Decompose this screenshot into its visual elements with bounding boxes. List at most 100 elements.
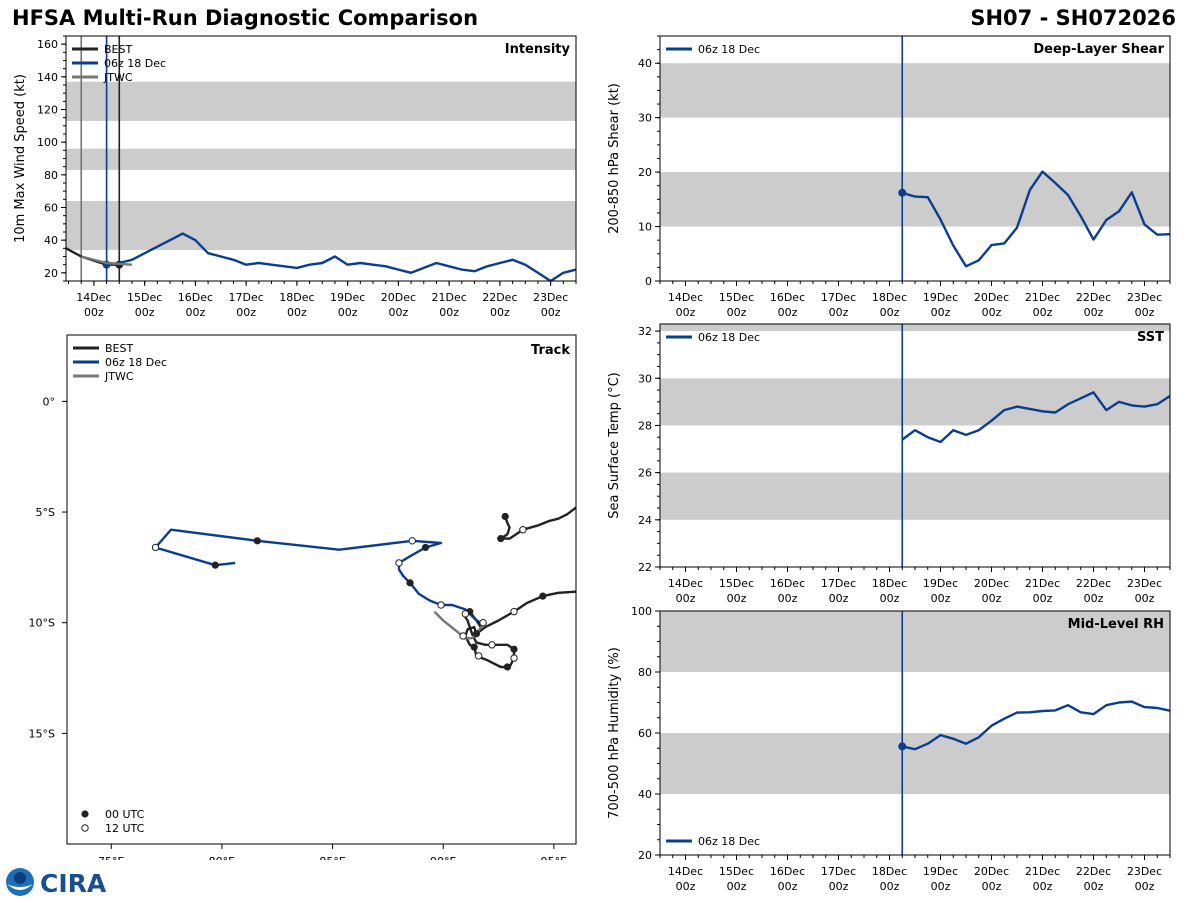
track-point-12utc [519, 526, 527, 534]
rh-ytick-label: 60 [638, 727, 652, 740]
sst-frame [659, 323, 1171, 568]
sst-ytick-label: 24 [638, 514, 652, 527]
track-point-00utc [510, 645, 518, 653]
rh-xtick-label: 19Dec [923, 865, 958, 878]
sst-ytick-label: 22 [638, 561, 652, 574]
intensity-xtick-label: 19Dec [330, 291, 365, 304]
sst-xtick-label: 00z [982, 592, 1002, 605]
shear-xtick-label: 22Dec [1076, 291, 1111, 304]
shear-ytick-label: 0 [645, 275, 652, 288]
sst-xtick-label: 00z [778, 592, 798, 605]
intensity-xtick-label: 00z [388, 306, 408, 319]
rh-xtick-label: 00z [676, 880, 696, 893]
rh-series-0 [902, 700, 1170, 751]
sst-band-0 [660, 472, 1170, 520]
shear-xtick-label: 16Dec [770, 291, 805, 304]
shear-xtick-label: 00z [829, 306, 849, 319]
track-point-12utc [510, 654, 518, 662]
rh-xtick-label: 23Dec [1127, 865, 1162, 878]
intensity-xtick-label: 14Dec [76, 291, 111, 304]
intensity-ytick-label: 140 [37, 71, 58, 84]
rh-series-0-marker [898, 742, 907, 751]
shear-xtick-label: 21Dec [1025, 291, 1060, 304]
track-marker-legend-label: 12 UTC [105, 822, 145, 835]
track-point-00utc [470, 643, 478, 651]
track-line-1 [499, 506, 576, 540]
sst-legend-label: 06z 18 Dec [698, 331, 760, 344]
shear-xtick-label: 23Dec [1127, 291, 1162, 304]
intensity-band-0 [66, 200, 576, 250]
sst-xtick-label: 22Dec [1076, 577, 1111, 590]
sst-xtick-label: 00z [829, 592, 849, 605]
intensity-xtick-label: 17Dec [229, 291, 264, 304]
shear-chart: 0 10 20 30 40 14Dec 00z 15Dec 00z 16Dec 00z 17Dec 00… [607, 35, 1171, 319]
sst-ytick-label: 32 [638, 325, 652, 338]
shear-xtick-label: 14Dec [668, 291, 703, 304]
shear-xtick-label: 00z [676, 306, 696, 319]
shear-ytick-label: 40 [638, 57, 652, 70]
sst-xtick-label: 23Dec [1127, 577, 1162, 590]
intensity-chart: 20 40 60 80 100 120 140 160 14Dec 00z 15Dec 00z 16De… [13, 35, 577, 319]
intensity-xtick-label: 00z [186, 306, 206, 319]
track-point-00utc [539, 592, 547, 600]
rh-ytick-label: 40 [638, 788, 652, 801]
sst-xtick-label: 20Dec [974, 577, 1009, 590]
intensity-xtick-label: 22Dec [482, 291, 517, 304]
intensity-xtick-label: 15Dec [127, 291, 162, 304]
track-point-00utc [253, 537, 261, 545]
intensity-ytick-label: 100 [37, 136, 58, 149]
cira-logo: CIRA [6, 868, 107, 898]
shear-legend-label: 06z 18 Dec [698, 43, 760, 56]
rh-xtick-label: 00z [880, 880, 900, 893]
shear-xtick-label: 00z [880, 306, 900, 319]
track-legend-label: BEST [105, 342, 133, 355]
sst-ylabel: Sea Surface Temp (°C) [607, 372, 622, 519]
intensity-xtick-label: 20Dec [381, 291, 416, 304]
rh-xtick-label: 17Dec [821, 865, 856, 878]
shear-xtick-label: 00z [931, 306, 951, 319]
intensity-ytick-label: 120 [37, 104, 58, 117]
intensity-xtick-label: 00z [490, 306, 510, 319]
track-point-12utc [510, 607, 518, 616]
sst-xtick-label: 00z [1084, 592, 1104, 605]
sst-xtick-label: 18Dec [872, 577, 907, 590]
intensity-series-2 [80, 255, 133, 266]
storm-id-title: SH07 - SH072026 [970, 6, 1176, 30]
rh-xtick-label: 00z [982, 880, 1002, 893]
intensity-band-1 [66, 148, 576, 170]
rh-xtick-label: 18Dec [872, 865, 907, 878]
rh-ytick-label: 80 [638, 666, 652, 679]
intensity-ytick-label: 20 [44, 267, 58, 280]
intensity-ytick-label: 40 [44, 234, 58, 247]
rh-xtick-label: 20Dec [974, 865, 1009, 878]
rh-band-0 [660, 733, 1170, 794]
track-xtick-label: 90°E [430, 855, 456, 860]
intensity-legend-label: BEST [104, 43, 132, 56]
rh-band-1 [660, 611, 1170, 672]
shear-xtick-label: 17Dec [821, 291, 856, 304]
rh-xtick-label: 00z [727, 880, 747, 893]
track-xtick-label: 95°E [541, 855, 567, 860]
track-xtick-label: 85°E [319, 855, 345, 860]
track-line-0 [461, 590, 576, 669]
track-point-12utc [459, 632, 467, 640]
intensity-series-1 [106, 232, 576, 281]
intensity-xtick-label: 00z [541, 306, 561, 319]
rh-xtick-label: 00z [829, 880, 849, 893]
intensity-ytick-label: 60 [44, 202, 58, 215]
sst-ytick-label: 28 [638, 419, 652, 432]
shear-xtick-label: 15Dec [719, 291, 754, 304]
sst-title: SST [1137, 330, 1164, 345]
shear-band-0 [660, 172, 1170, 227]
track-point-12utc [461, 610, 470, 618]
shear-xtick-label: 00z [1033, 306, 1053, 319]
track-marker-legend-open [81, 824, 89, 832]
track-point-00utc [503, 663, 511, 671]
sst-xtick-label: 16Dec [770, 577, 805, 590]
track-point-12utc [474, 652, 483, 660]
intensity-ytick-label: 80 [44, 169, 58, 182]
track-line-2 [154, 528, 484, 626]
shear-xtick-label: 20Dec [974, 291, 1009, 304]
intensity-xtick-label: 00z [439, 306, 459, 319]
intensity-xtick-label: 00z [236, 306, 256, 319]
